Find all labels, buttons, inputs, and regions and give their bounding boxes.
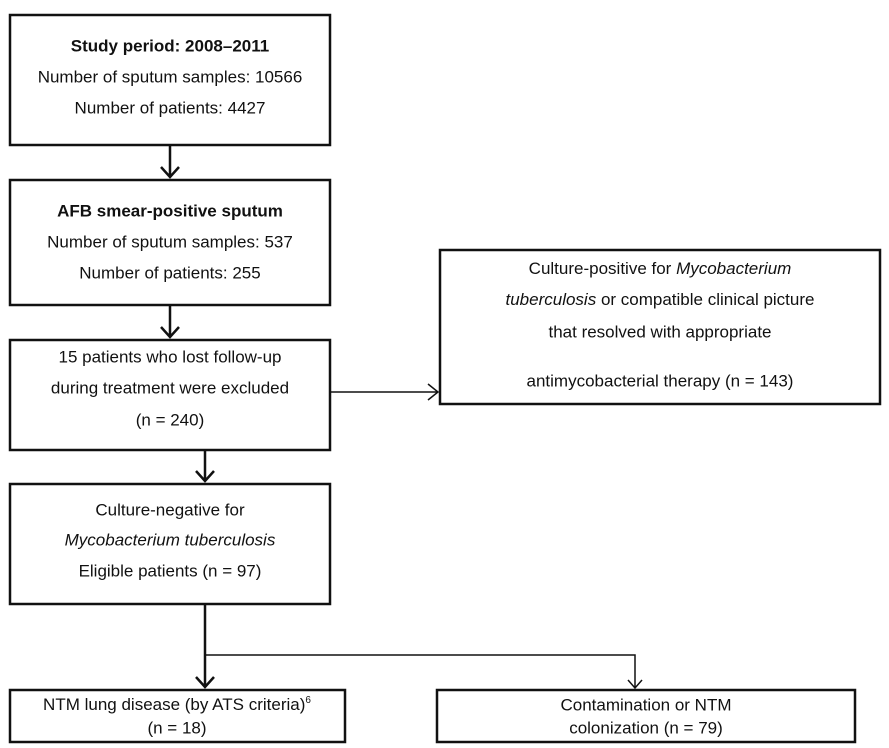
- node-text: AFB smear-positive sputum: [57, 201, 283, 220]
- node-text: Number of patients: 4427: [75, 98, 266, 117]
- arrow: [195, 450, 215, 483]
- node-text: Mycobacterium tuberculosis: [65, 530, 276, 549]
- node-text: 15 patients who lost follow-up: [58, 347, 281, 366]
- arrow: [160, 145, 180, 179]
- node-text: NTM lung disease (by ATS criteria)6: [43, 695, 311, 715]
- node-text: Contamination or NTM: [560, 695, 731, 714]
- node-text: Number of sputum samples: 10566: [38, 67, 303, 86]
- box-culture-negative: [8, 482, 332, 606]
- node-text: tuberculosis or compatible clinical pict…: [506, 290, 815, 309]
- box-culture-positive: [438, 248, 882, 406]
- text-run: Mycobacterium: [676, 259, 791, 278]
- node-text: colonization (n = 79): [569, 718, 723, 737]
- node-text: (n = 240): [136, 410, 205, 429]
- superscript: 6: [305, 695, 311, 706]
- text-run: NTM lung disease (by ATS criteria): [43, 695, 305, 714]
- arrow: [205, 654, 643, 690]
- arrow: [160, 305, 180, 339]
- node-text: during treatment were excluded: [51, 378, 289, 397]
- text-run: Culture-positive for: [529, 259, 676, 278]
- node-text: antimycobacterial therapy (n = 143): [527, 371, 794, 390]
- node-text: that resolved with appropriate: [548, 322, 771, 341]
- box-study-period: [8, 13, 332, 147]
- node-text: Study period: 2008–2011: [71, 36, 269, 55]
- node-text: (n = 18): [147, 718, 206, 737]
- box-smear-positive: [8, 178, 332, 307]
- arrow: [330, 383, 440, 401]
- box-lost-follow-up: [8, 338, 332, 452]
- text-run: or compatible clinical picture: [596, 290, 814, 309]
- node-text: Eligible patients (n = 97): [79, 561, 262, 580]
- node-text: Number of patients: 255: [79, 263, 260, 282]
- node-text: Culture-positive for Mycobacterium: [529, 259, 792, 278]
- box-ntm-disease: [8, 688, 347, 744]
- box-contamination: [435, 688, 857, 744]
- arrow: [195, 604, 215, 689]
- node-text: Number of sputum samples: 537: [47, 232, 293, 251]
- node-text: Culture-negative for: [95, 500, 245, 519]
- text-run: tuberculosis: [506, 290, 597, 309]
